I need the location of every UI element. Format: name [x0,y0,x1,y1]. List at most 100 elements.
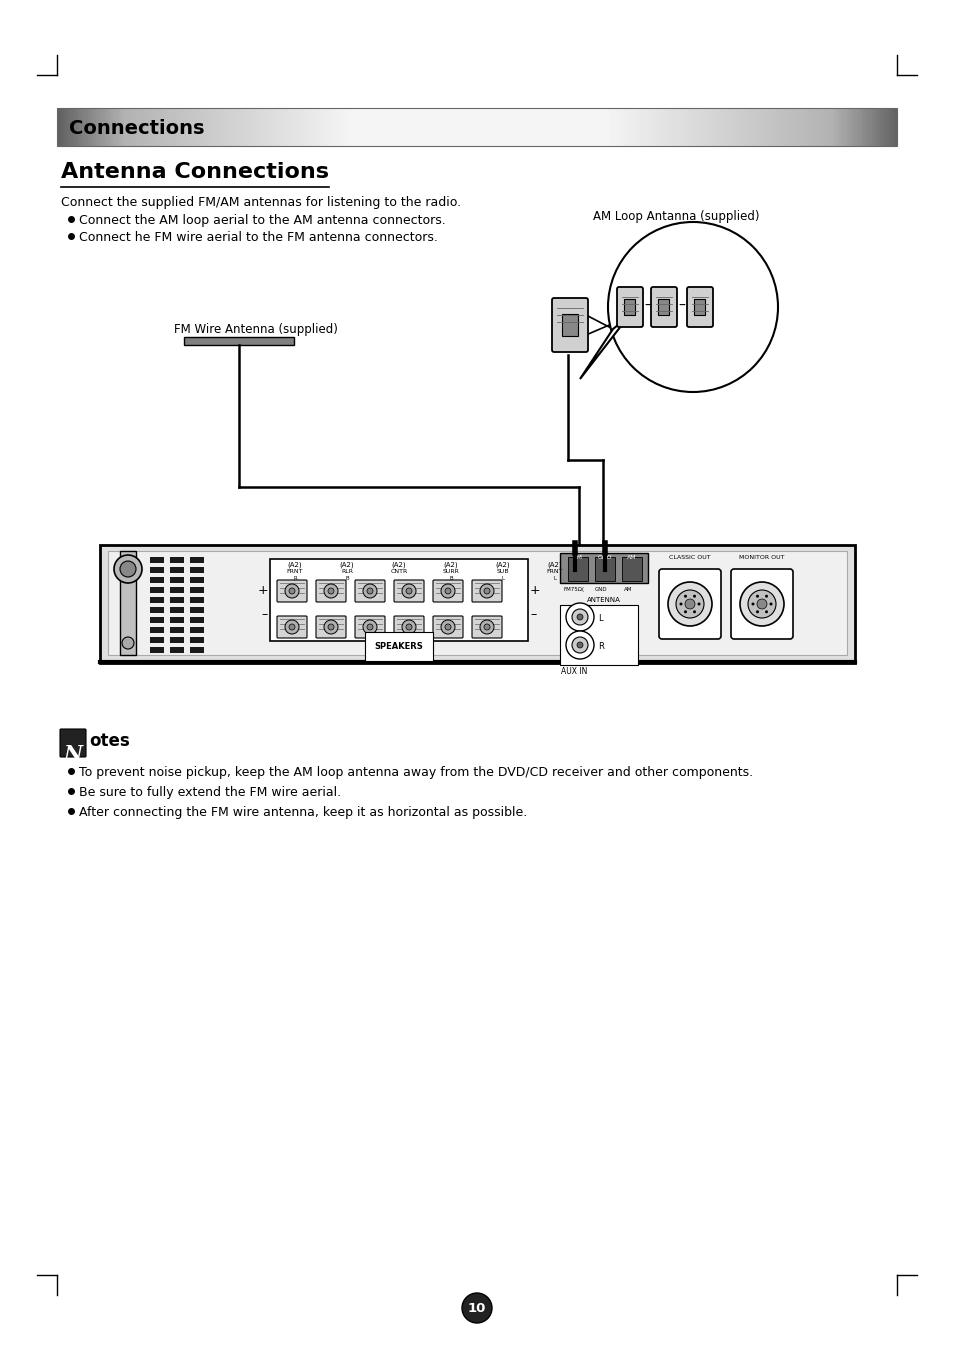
Bar [465,108,469,146]
Bar [233,108,236,146]
Circle shape [363,620,376,634]
Bar [270,559,527,640]
Bar [174,108,177,146]
Bar [644,108,648,146]
Bar [661,108,664,146]
Bar [150,586,164,593]
Bar [150,647,164,653]
Bar [617,108,619,146]
Bar [678,108,681,146]
Bar [283,108,287,146]
Text: (A2): (A2) [443,561,457,567]
Bar [567,557,587,581]
Bar [258,108,262,146]
Bar [281,108,284,146]
Circle shape [120,561,136,577]
Bar [342,108,346,146]
Circle shape [577,613,582,620]
Bar [150,108,152,146]
Bar [351,108,354,146]
Circle shape [565,603,594,631]
FancyBboxPatch shape [730,569,792,639]
Bar [787,108,790,146]
Bar [432,108,435,146]
FancyBboxPatch shape [650,286,677,327]
Bar [546,108,550,146]
Text: +: + [257,584,268,597]
Text: –: – [261,608,268,621]
Bar [426,108,430,146]
Bar [832,108,835,146]
Bar [323,108,326,146]
Text: (A2): (A2) [547,561,561,567]
FancyBboxPatch shape [276,616,307,638]
Bar [420,108,424,146]
Bar [555,108,558,146]
Bar [387,108,391,146]
Bar [102,108,105,146]
Bar [163,108,167,146]
Bar [533,108,536,146]
Bar [407,108,410,146]
Bar [498,108,502,146]
Bar [244,108,248,146]
Bar [270,108,273,146]
Bar [326,108,329,146]
Bar [93,108,96,146]
Circle shape [740,582,783,626]
FancyBboxPatch shape [60,730,86,757]
Bar [706,108,709,146]
Bar [378,108,382,146]
Bar [455,108,457,146]
Circle shape [328,588,334,594]
Bar [588,108,592,146]
Circle shape [289,588,294,594]
FancyBboxPatch shape [394,580,423,603]
Bar [267,108,270,146]
Text: (A2): (A2) [496,561,510,567]
Text: GND: GND [598,555,612,561]
Circle shape [697,603,700,605]
Bar [208,108,212,146]
Text: AM Loop Antanna (supplied): AM Loop Antanna (supplied) [593,209,759,223]
Bar [99,108,102,146]
Text: (A2): (A2) [288,561,302,567]
Bar [190,586,204,593]
Bar [740,108,742,146]
FancyBboxPatch shape [686,286,712,327]
Text: (A2): (A2) [339,561,354,567]
Circle shape [683,594,686,597]
Circle shape [764,611,767,613]
Bar [236,108,239,146]
Bar [880,108,882,146]
Bar [538,108,541,146]
Bar [622,108,625,146]
Bar [630,108,634,146]
Bar [835,108,838,146]
Bar [368,108,371,146]
Bar [375,108,379,146]
Circle shape [440,620,455,634]
Circle shape [113,555,142,584]
Text: MONITOR OUT: MONITOR OUT [739,555,784,561]
Bar [575,108,578,146]
Text: Connect he FM wire aerial to the FM antenna connectors.: Connect he FM wire aerial to the FM ante… [79,231,437,245]
Text: +: + [530,584,540,597]
Bar [449,108,452,146]
Bar [578,108,580,146]
Bar [675,108,679,146]
Bar [105,108,108,146]
Bar [597,108,600,146]
Bar [440,108,443,146]
Bar [826,108,829,146]
Bar [365,108,368,146]
Bar [580,108,583,146]
Bar [199,108,203,146]
Text: FM: FM [573,555,582,561]
Circle shape [367,588,373,594]
Bar [605,108,608,146]
Bar [253,108,256,146]
Bar [737,108,740,146]
Bar [530,108,533,146]
Bar [205,108,209,146]
